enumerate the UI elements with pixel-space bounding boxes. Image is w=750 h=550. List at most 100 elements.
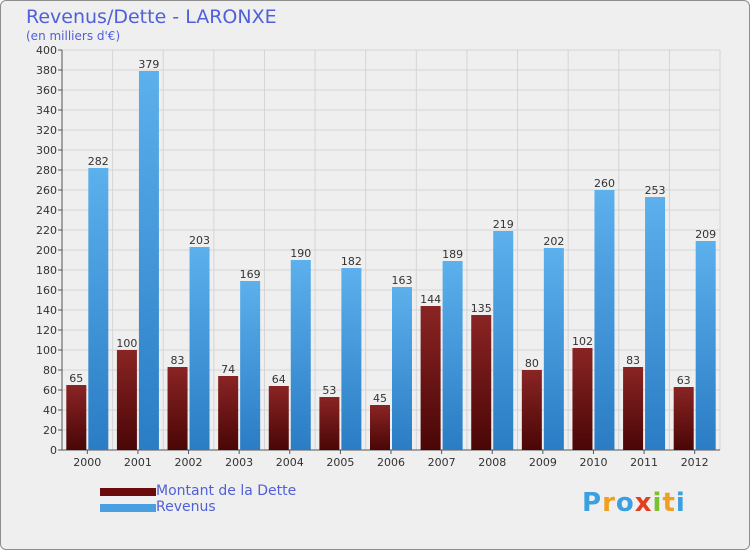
data-label-revenus: 209 (695, 228, 716, 241)
bar-revenus (138, 71, 159, 450)
bar-revenus (695, 241, 716, 450)
data-label-debt: 53 (322, 384, 336, 397)
y-tick-label: 300 (36, 144, 57, 157)
bar-debt (471, 315, 492, 450)
x-tick-label: 2002 (175, 456, 203, 469)
data-label-debt: 135 (471, 302, 492, 315)
y-tick-label: 340 (36, 104, 57, 117)
y-tick-label: 280 (36, 164, 57, 177)
x-tick-label: 2006 (377, 456, 405, 469)
y-tick-label: 40 (43, 404, 57, 417)
legend-swatch-debt (100, 488, 156, 496)
data-label-debt: 45 (373, 392, 387, 405)
data-label-revenus: 253 (645, 184, 666, 197)
bar-revenus (290, 260, 311, 450)
y-tick-label: 160 (36, 284, 57, 297)
bar-debt (370, 405, 390, 450)
logo-letter: t (662, 488, 676, 518)
data-labels: 65 282 100 379 83 203 74 169 64 190 53 182 45 163 144 1… (69, 58, 716, 405)
x-tick-label: 2001 (124, 456, 152, 469)
x-tick-label: 2008 (478, 456, 506, 469)
y-tick-label: 240 (36, 204, 57, 217)
data-label-debt: 64 (272, 373, 286, 386)
bar-revenus (240, 281, 261, 450)
logo-letter: o (615, 488, 635, 518)
logo-letter: i (652, 488, 663, 518)
data-label-revenus: 202 (543, 235, 564, 248)
bar-debt (66, 385, 87, 450)
x-tick-label: 2007 (428, 456, 456, 469)
bar-debt (572, 348, 593, 450)
bar-revenus (543, 248, 564, 450)
bar-revenus (88, 168, 109, 450)
bar-debt (623, 367, 644, 450)
y-tick-label: 0 (50, 444, 57, 457)
y-tick-label: 320 (36, 124, 57, 137)
y-tick-label: 360 (36, 84, 57, 97)
data-label-debt: 83 (171, 354, 185, 367)
y-tick-label: 20 (43, 424, 57, 437)
x-tick-label: 2009 (529, 456, 557, 469)
proxiti-logo: Proxiti (582, 488, 686, 518)
bar-revenus (392, 287, 412, 450)
x-tick-label: 2000 (73, 456, 101, 469)
legend-label-debt: Montant de la Dette (156, 483, 297, 499)
data-label-debt: 83 (626, 354, 640, 367)
data-label-debt: 74 (221, 363, 235, 376)
x-tick-label: 2005 (326, 456, 354, 469)
logo-letter: r (602, 488, 616, 518)
bar-revenus (341, 268, 362, 450)
legend-swatch-revenus (100, 504, 156, 512)
data-label-revenus: 169 (240, 268, 261, 281)
bar-revenus (493, 231, 514, 450)
data-label-revenus: 203 (189, 234, 210, 247)
logo-letter: P (582, 488, 603, 518)
x-tick-label: 2011 (630, 456, 658, 469)
x-tick-label: 2003 (225, 456, 253, 469)
bar-revenus (189, 247, 210, 450)
grid-lines (61, 49, 721, 451)
data-label-revenus: 182 (341, 255, 362, 268)
y-tick-label: 260 (36, 184, 57, 197)
y-tick-label: 220 (36, 224, 57, 237)
x-tick-label: 2012 (681, 456, 709, 469)
bar-debt (319, 397, 340, 450)
bar-debt (116, 350, 137, 450)
bar-debt (218, 376, 239, 450)
bar-debt (521, 370, 542, 450)
axes: 0 20 40 60 80 100 120 140 160 180 200 220 240 260 280 3… (36, 44, 720, 469)
data-label-debt: 144 (420, 293, 441, 306)
data-label-revenus: 189 (442, 248, 463, 261)
data-label-revenus: 190 (290, 247, 311, 260)
bar-debt (268, 386, 289, 450)
data-label-debt: 63 (677, 374, 691, 387)
bar-debt (167, 367, 188, 450)
data-label-debt: 65 (69, 372, 83, 385)
data-label-debt: 80 (525, 357, 539, 370)
data-label-revenus: 219 (493, 218, 514, 231)
bar-revenus (645, 197, 666, 450)
legend-label-revenus: Revenus (156, 499, 216, 515)
bars (66, 71, 716, 450)
data-label-debt: 102 (572, 335, 593, 348)
y-tick-label: 200 (36, 244, 57, 257)
bar-revenus (442, 261, 463, 450)
data-label-revenus: 163 (392, 274, 413, 287)
y-tick-label: 60 (43, 384, 57, 397)
y-tick-label: 100 (36, 344, 57, 357)
x-tick-label: 2010 (579, 456, 607, 469)
y-tick-label: 80 (43, 364, 57, 377)
chart-title: Revenus/Dette - LARONXE (26, 6, 277, 28)
y-tick-label: 380 (36, 64, 57, 77)
data-label-revenus: 379 (138, 58, 159, 71)
bar-debt (420, 306, 441, 450)
data-label-revenus: 260 (594, 177, 615, 190)
y-tick-label: 400 (36, 44, 57, 57)
logo-letter: i (675, 488, 686, 518)
chart-subtitle: (en milliers d'€) (26, 29, 121, 43)
bar-debt (673, 387, 694, 450)
data-label-debt: 100 (116, 337, 137, 350)
y-tick-label: 120 (36, 324, 57, 337)
